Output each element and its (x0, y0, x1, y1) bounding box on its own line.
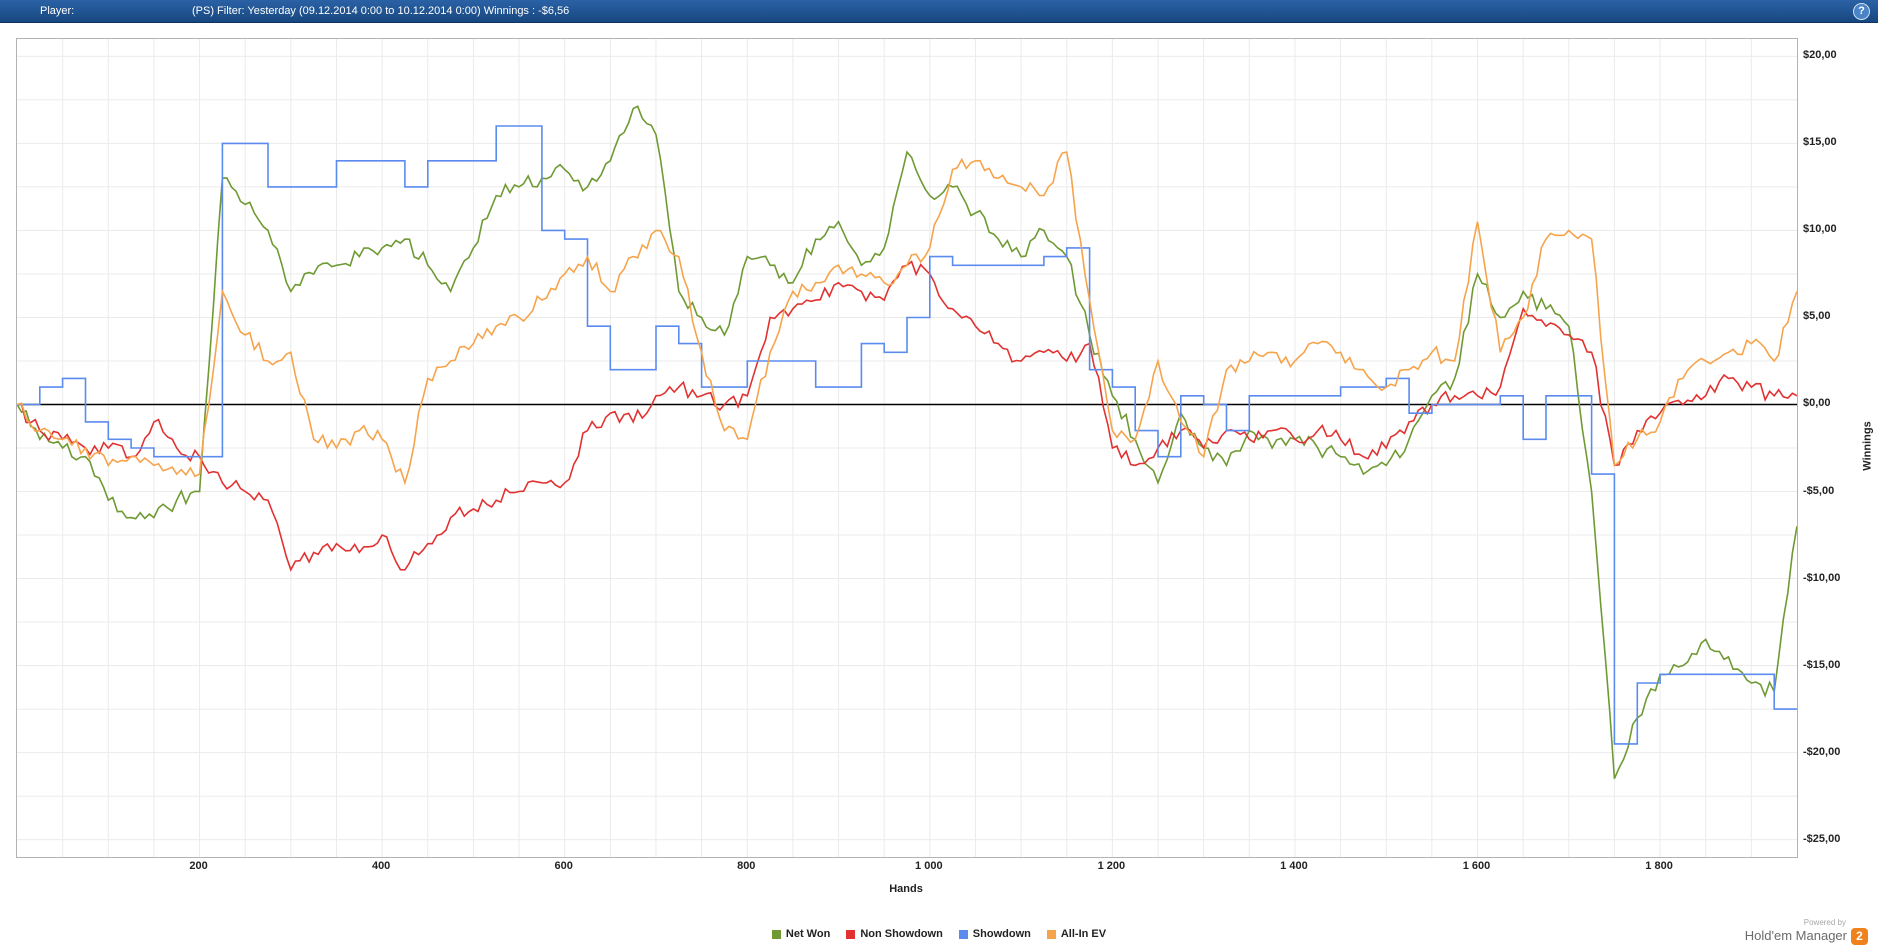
legend-swatch-all-in-ev (1046, 929, 1056, 939)
legend-label-all-in-ev: All-In EV (1060, 928, 1107, 940)
legend-label-showdown: Showdown (972, 928, 1031, 940)
x-tick-label: 1 800 (1645, 860, 1673, 872)
help-icon[interactable]: ? (1853, 3, 1870, 20)
filter-status-text: (PS) Filter: Yesterday (09.12.2014 0:00 … (192, 5, 570, 17)
x-tick-label: 600 (554, 860, 573, 872)
y-tick-label: $10,00 (1803, 223, 1837, 236)
x-tick-label: 800 (737, 860, 756, 872)
x-tick-label: 1 600 (1462, 860, 1491, 872)
series-line-non-showdown (17, 260, 1797, 572)
legend-item-net-won: Net Won (771, 928, 831, 940)
series-line-all-in-ev (17, 151, 1797, 486)
legend-label-non-showdown: Non Showdown (860, 928, 943, 940)
y-tick-label: $5,00 (1803, 310, 1831, 323)
x-tick-label: 1 200 (1097, 860, 1126, 872)
y-tick-label: $0,00 (1803, 397, 1831, 410)
y-tick-label: -$5,00 (1803, 484, 1835, 497)
x-tick-label: 1 000 (915, 860, 943, 872)
y-tick-label: -$25,00 (1803, 832, 1841, 845)
powered-by: Powered by Hold'em Manager 2 (1744, 918, 1868, 945)
legend: Net Won Non Showdown Showdown All-In EV (0, 925, 1878, 943)
series-line-net-won (17, 105, 1797, 780)
x-tick-label: 200 (189, 860, 208, 872)
y-axis-title: Winnings (1861, 421, 1874, 471)
chart-plot-area (16, 38, 1798, 858)
legend-swatch-non-showdown (846, 929, 856, 939)
legend-swatch-net-won (771, 929, 781, 939)
player-label: Player: (40, 5, 75, 17)
y-tick-label: -$15,00 (1803, 658, 1841, 671)
series-line-showdown (17, 125, 1797, 745)
hm2-logo-icon: 2 (1851, 928, 1868, 945)
x-axis-labels: 200 400 600 800 1 000 1 200 1 400 1 600 1 800 (16, 860, 1796, 875)
powered-by-label: Powered by (1803, 918, 1846, 928)
legend-swatch-showdown (958, 929, 968, 939)
legend-item-showdown: Showdown (958, 928, 1031, 940)
y-tick-label: -$20,00 (1803, 745, 1841, 758)
y-tick-label: $20,00 (1803, 49, 1837, 62)
x-tick-label: 400 (371, 860, 391, 872)
brand-name: Hold'em Manager (1744, 928, 1847, 944)
y-axis-labels: $20,00 $15,00 $10,00 $5,00 $0,00 -$5,00 -$10,0… (1803, 38, 1875, 856)
legend-item-all-in-ev: All-In EV (1046, 928, 1107, 940)
legend-label-net-won: Net Won (785, 928, 831, 940)
winnings-graph (17, 39, 1797, 857)
legend-item-non-showdown: Non Showdown (846, 928, 943, 940)
title-bar: Player: (PS) Filter: Yesterday (09.12.20… (0, 0, 1878, 23)
y-tick-label: $15,00 (1803, 136, 1837, 149)
x-axis-title: Hands (889, 883, 923, 895)
y-tick-label: -$10,00 (1803, 571, 1841, 584)
x-tick-label: 1 400 (1280, 860, 1308, 872)
